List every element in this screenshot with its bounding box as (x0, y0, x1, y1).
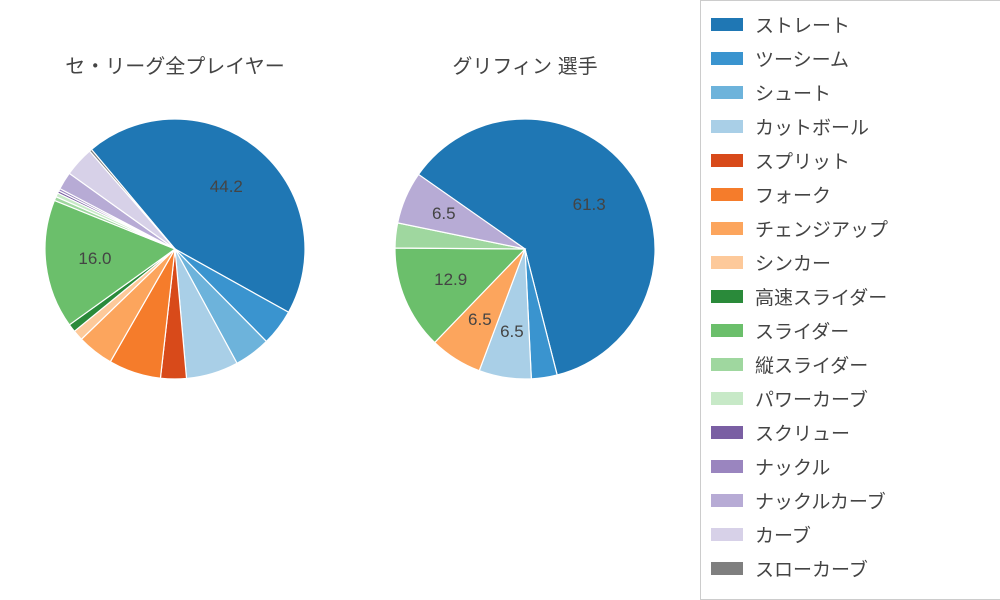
chart-container: セ・リーグ全プレイヤー 44.2 16.0 グリフィン 選手 61.3 6.5 6.5… (0, 0, 1000, 600)
slice-label: 12.9 (434, 270, 467, 290)
legend-swatch (711, 256, 743, 269)
legend-label: シュート (755, 79, 831, 106)
legend-swatch (711, 494, 743, 507)
legend-label: スクリュー (755, 419, 850, 446)
legend-label: ナックル (755, 453, 830, 480)
legend-swatch (711, 358, 743, 371)
chart2-pie: 61.36.56.512.96.5 (385, 109, 665, 389)
legend-label: スプリット (755, 147, 850, 174)
legend-item: ナックル (711, 449, 990, 483)
slice-label: 6.5 (468, 310, 492, 330)
legend-label: スローカーブ (755, 555, 868, 582)
legend-label: パワーカーブ (755, 385, 868, 412)
legend-item: 縦スライダー (711, 347, 990, 381)
legend-swatch (711, 18, 743, 31)
legend-item: スローカーブ (711, 551, 990, 585)
legend-label: スライダー (755, 317, 849, 344)
legend-item: ストレート (711, 7, 990, 41)
legend-label: カットボール (755, 113, 869, 140)
charts-area: セ・リーグ全プレイヤー 44.2 16.0 グリフィン 選手 61.3 6.5 6.5… (0, 0, 700, 600)
legend-swatch (711, 52, 743, 65)
legend-item: スプリット (711, 143, 990, 177)
legend: ストレートツーシームシュートカットボールスプリットフォークチェンジアップシンカー… (700, 0, 1000, 600)
chart1-pie: 44.2 16.0 (35, 109, 315, 389)
legend-item: パワーカーブ (711, 381, 990, 415)
slice-label: 6.5 (432, 204, 456, 224)
legend-label: カーブ (755, 521, 811, 548)
legend-label: ツーシーム (755, 45, 849, 72)
pie-svg (35, 109, 315, 389)
slice-label: 44.2 (210, 177, 243, 197)
legend-item: シンカー (711, 245, 990, 279)
legend-label: シンカー (755, 249, 831, 276)
legend-item: スライダー (711, 313, 990, 347)
legend-swatch (711, 290, 743, 303)
legend-item: シュート (711, 75, 990, 109)
chart1-title: セ・リーグ全プレイヤー (65, 50, 284, 79)
legend-swatch (711, 460, 743, 473)
legend-item: チェンジアップ (711, 211, 990, 245)
legend-swatch (711, 120, 743, 133)
legend-label: チェンジアップ (755, 215, 888, 242)
pie-svg (385, 109, 665, 389)
legend-item: フォーク (711, 177, 990, 211)
legend-swatch (711, 188, 743, 201)
legend-label: 縦スライダー (755, 351, 868, 378)
chart2-title: グリフィン 選手 (452, 50, 597, 79)
legend-label: ストレート (755, 11, 850, 38)
legend-swatch (711, 426, 743, 439)
legend-item: 高速スライダー (711, 279, 990, 313)
legend-label: 高速スライダー (755, 283, 887, 310)
legend-swatch (711, 86, 743, 99)
legend-swatch (711, 392, 743, 405)
slice-label: 6.5 (500, 322, 524, 342)
legend-item: スクリュー (711, 415, 990, 449)
legend-item: カーブ (711, 517, 990, 551)
legend-swatch (711, 222, 743, 235)
chart1-block: セ・リーグ全プレイヤー 44.2 16.0 (0, 50, 350, 600)
legend-swatch (711, 154, 743, 167)
legend-item: ナックルカーブ (711, 483, 990, 517)
legend-label: フォーク (755, 181, 831, 208)
chart2-block: グリフィン 選手 61.36.56.512.96.5 (350, 50, 700, 600)
legend-item: カットボール (711, 109, 990, 143)
legend-swatch (711, 324, 743, 337)
legend-swatch (711, 528, 743, 541)
legend-label: ナックルカーブ (755, 487, 886, 514)
legend-item: ツーシーム (711, 41, 990, 75)
slice-label: 16.0 (78, 249, 111, 269)
slice-label: 61.3 (573, 195, 606, 215)
legend-swatch (711, 562, 743, 575)
